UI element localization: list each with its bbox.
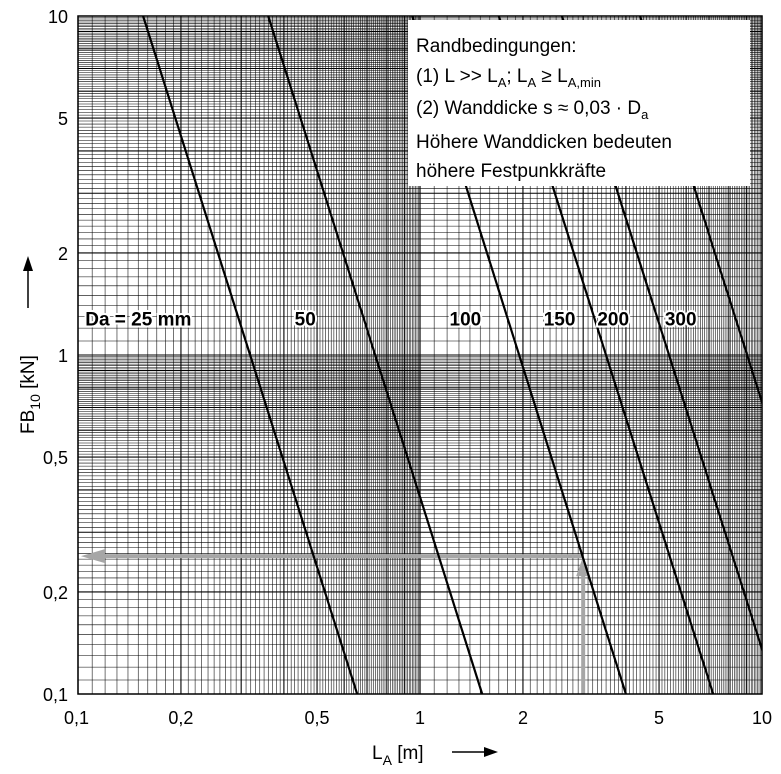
x-tick-label: 1: [415, 708, 425, 728]
y-tick-labels: 0,1 0,2 0,5 1 2 5 10: [43, 7, 68, 705]
x-tick-label: 2: [518, 708, 528, 728]
y-tick-label: 0,2: [43, 583, 68, 603]
annotation-line-1: (1) L >> LA; LA ≥ LA,min: [416, 66, 601, 90]
annotation-background: [408, 20, 750, 186]
y-tick-label: 0,1: [43, 685, 68, 705]
x-tick-label: 10: [752, 708, 772, 728]
x-axis-arrow: [452, 747, 498, 757]
x-axis-title: LA [m]: [372, 743, 424, 768]
x-tick-label: 0,5: [305, 708, 330, 728]
example-horizontal-arrowhead: [80, 549, 105, 564]
x-tick-labels: 0,1 0,2 0,5 1 2 5 10: [64, 708, 772, 728]
y-tick-label: 10: [48, 7, 68, 27]
x-tick-label: 5: [654, 708, 664, 728]
series-label-3: 150: [544, 310, 576, 331]
x-tick-label: 0,1: [64, 708, 89, 728]
annotation-box: Randbedingungen: (1) L >> LA; LA ≥ LA,mi…: [408, 20, 750, 186]
y-tick-label: 0,5: [43, 448, 68, 468]
series-label-5: 300: [665, 310, 697, 331]
annotation-line-2: (2) Wanddicke s ≈ 0,03 · Da: [416, 98, 649, 122]
y-axis-title: FB10 [kN]: [18, 355, 43, 434]
series-label-0: Da = 25 mm: [85, 310, 191, 331]
plot-frame: [77, 15, 763, 695]
y-tick-label: 5: [58, 109, 68, 129]
series-labels: Da = 25 mm 50 100 150 200 300: [83, 308, 698, 333]
series-label-4: 200: [597, 310, 629, 331]
y-tick-label: 2: [58, 244, 68, 264]
series-label-1: 50: [295, 310, 316, 331]
y-axis-arrow: [23, 256, 33, 308]
y-tick-label: 1: [58, 346, 68, 366]
series-line-0: [142, 16, 359, 694]
series-label-2: 100: [450, 310, 482, 331]
annotation-line-3: Höhere Wanddicken bedeuten: [416, 132, 672, 153]
series-line-1: [267, 16, 484, 694]
x-tick-label: 0,2: [168, 708, 193, 728]
annotation-title: Randbedingungen:: [416, 36, 577, 57]
annotation-line-4: höhere Festpunkkräfte: [416, 161, 606, 182]
